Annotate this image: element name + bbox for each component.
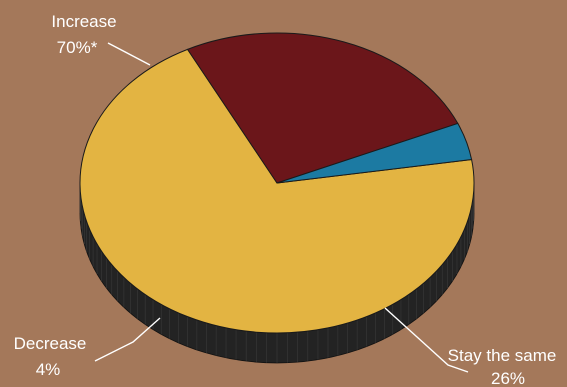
label-stay-name: Stay the same [448,346,557,365]
label-increase-name: Increase [51,12,116,31]
leader-increase [107,42,151,66]
label-increase-value: 70%* [57,38,98,57]
leader-decrease [94,317,161,362]
leader-stay-the-same [384,307,469,373]
pie-slices [79,32,475,334]
label-stay-value: 26% [491,369,525,387]
label-decrease-value: 4% [36,360,61,379]
slice-increase [79,48,475,334]
pie-depth-sides [79,182,475,364]
slice-decrease [276,122,473,184]
label-decrease-name: Decrease [14,334,87,353]
leader-lines [94,42,469,373]
